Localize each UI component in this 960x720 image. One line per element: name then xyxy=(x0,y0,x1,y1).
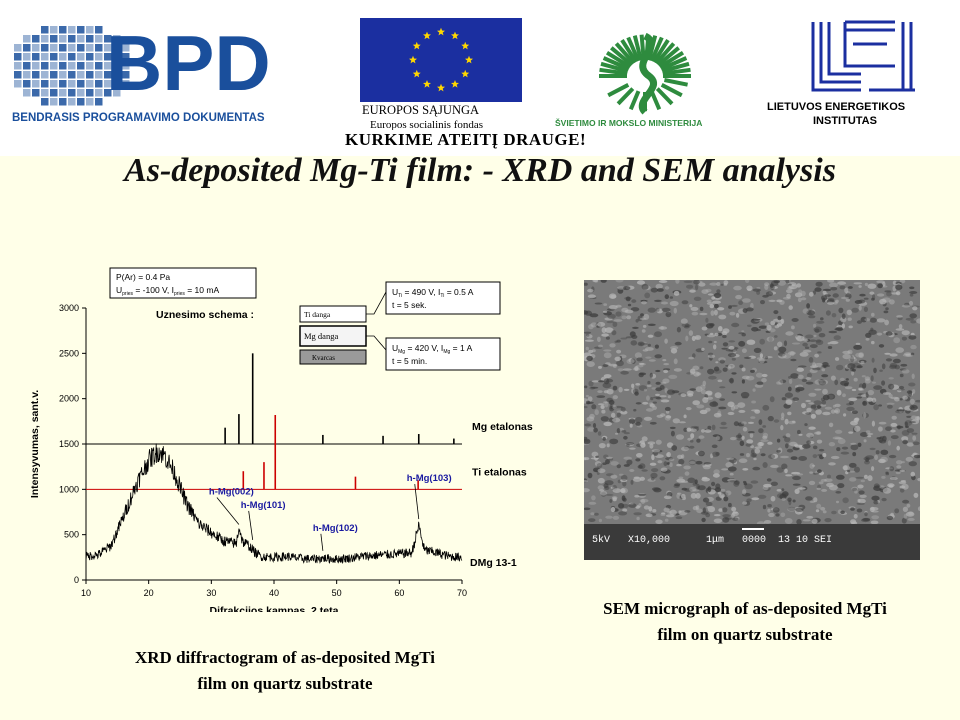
x-tick-label: 20 xyxy=(144,588,154,598)
eu-star-icon xyxy=(412,41,421,50)
page-title: As-deposited Mg-Ti film: - XRD and SEM a… xyxy=(124,152,836,189)
peak-annotation: h-Mg(103) xyxy=(407,473,452,484)
x-axis-label: Difrakcijos kampas, 2 teta xyxy=(210,605,339,612)
lei-name-line1: LIETUVOS ENERGETIKOS xyxy=(767,101,905,113)
mg-connector xyxy=(366,335,387,351)
ti-conditions-box xyxy=(385,281,501,315)
eu-flag-logo: EUROPOS SĄJUNGA Europos socialinis fonda… xyxy=(360,18,522,130)
parameters-line2: Upries = -100 V, Ipries = 10 mA xyxy=(116,285,219,297)
eu-star-icon xyxy=(423,31,431,40)
xrd-caption: XRD diffractogram of as-deposited MgTi f… xyxy=(70,645,500,697)
bpd-logo: BPD BENDRASIS PROGRAMAVIMO DOKUMENTAS xyxy=(10,19,271,124)
eu-star-icon xyxy=(461,41,470,50)
sem-caption-line1: SEM micrograph of as-deposited MgTi xyxy=(603,599,887,618)
parameters-line1: P(Ar) = 0.4 Pa xyxy=(116,272,170,282)
annotation-arrow xyxy=(320,533,324,551)
lei-name-line2: INSTITUTAS xyxy=(813,115,877,127)
sem-texture xyxy=(584,280,920,526)
y-tick-label: 0 xyxy=(74,575,79,585)
chart-ticks: 10 20 30 40 50 60 70 0 500 1000 1500 2000 2500 3000 Di… xyxy=(29,303,467,612)
eu-name: EUROPOS SĄJUNGA xyxy=(362,103,479,117)
y-tick-label: 2000 xyxy=(59,394,79,404)
lithuania-map-icon xyxy=(10,24,130,106)
x-tick-label: 10 xyxy=(81,588,91,598)
eu-star-icon xyxy=(423,80,431,88)
annotation-arrow xyxy=(248,510,254,540)
xrd-caption-line1: XRD diffractogram of as-deposited MgTi xyxy=(135,648,435,667)
sem-micrograph: 5kV X10,000 1μm 0000 13 10 SEI xyxy=(584,280,920,560)
peak-annotation: h-Mg(002) xyxy=(209,487,254,498)
x-tick-label: 50 xyxy=(332,588,342,598)
x-tick-label: 70 xyxy=(457,588,467,598)
lei-logo: LIETUVOS ENERGETIKOS INSTITUTAS xyxy=(767,20,915,127)
scale-bar xyxy=(742,528,764,530)
ministry-logo: ŠVIETIMO IR MOKSLO MINISTERIJA xyxy=(555,32,702,128)
mg-conditions-line1: UMg = 420 V, IMg = 1 A xyxy=(392,343,473,355)
sem-caption-line2: film on quartz substrate xyxy=(657,625,833,644)
bpd-logo-text: BPD xyxy=(106,19,271,107)
deposition-inset: P(Ar) = 0.4 Pa Upries = -100 V, Ipries =… xyxy=(109,267,501,371)
x-tick-label: 40 xyxy=(269,588,279,598)
eu-star-icon xyxy=(451,31,459,40)
x-tick-label: 60 xyxy=(394,588,404,598)
ti-conditions-line1: UTi = 490 V, ITi = 0.5 A xyxy=(392,287,474,299)
annotation-arrow xyxy=(216,497,240,525)
sem-info-text: 5kV X10,000 1μm 0000 13 10 SEI xyxy=(592,534,832,546)
eu-star-icon xyxy=(451,80,459,88)
peak-annotation: h-Mg(102) xyxy=(313,523,358,534)
eu-star-icon xyxy=(437,83,445,92)
annotation-arrow xyxy=(414,484,420,520)
layer-ti-label: Ti danga xyxy=(304,310,331,319)
peak-annotation: h-Mg(101) xyxy=(241,500,286,511)
schema-label: Uznesimo schema : xyxy=(156,309,254,321)
ministry-name: ŠVIETIMO IR MOKSLO MINISTERIJA xyxy=(555,117,702,128)
y-tick-label: 3000 xyxy=(59,303,79,313)
mg-conditions-line2: t = 5 min. xyxy=(392,356,427,366)
logo-banner: BPD BENDRASIS PROGRAMAVIMO DOKUMENTAS EU… xyxy=(0,0,960,156)
eu-star-icon xyxy=(409,55,417,64)
series-label: DMg 13-1 xyxy=(470,557,517,569)
eu-fund-name: Europos socialinis fondas xyxy=(370,119,483,130)
eu-star-icon xyxy=(465,55,473,64)
layer-quartz-label: Kvarcas xyxy=(312,354,335,362)
y-axis-label: Intensyvumas, sant.v. xyxy=(29,390,41,498)
s-shape-icon xyxy=(639,32,657,115)
mg-conditions-box xyxy=(385,337,501,371)
layer-quartz xyxy=(299,349,367,365)
lei-emblem-icon xyxy=(811,20,915,92)
ti-conditions-line2: t = 5 sek. xyxy=(392,300,427,310)
layer-mg-label: Mg danga xyxy=(304,331,338,341)
y-tick-label: 2500 xyxy=(59,348,79,358)
sem-caption: SEM micrograph of as-deposited MgTi film… xyxy=(540,596,950,648)
x-tick-label: 30 xyxy=(206,588,216,598)
y-tick-label: 1000 xyxy=(59,484,79,494)
y-tick-label: 500 xyxy=(64,530,79,540)
chart-series xyxy=(85,353,463,565)
bpd-subtitle: BENDRASIS PROGRAMAVIMO DOKUMENTAS xyxy=(12,112,265,124)
series-label: Ti etalonas xyxy=(472,466,527,478)
eu-star-icon xyxy=(461,69,470,78)
y-tick-label: 1500 xyxy=(59,439,79,449)
measured-trace xyxy=(85,443,463,565)
slogan: KURKIME ATEITĮ DRAUGE! xyxy=(345,130,587,149)
xrd-caption-line2: film on quartz substrate xyxy=(197,674,373,693)
xrd-chart: 10 20 30 40 50 60 70 0 500 1000 1500 2000 2500 3000 Di… xyxy=(29,267,533,612)
chart-labels: Mg etalonas Ti etalonas DMg 13-1 h-Mg(002) h… xyxy=(209,421,533,569)
eu-star-icon xyxy=(437,27,445,36)
eu-star-icon xyxy=(412,69,421,78)
ti-connector xyxy=(366,291,387,315)
parameters-box xyxy=(109,267,257,299)
series-label: Mg etalonas xyxy=(472,421,533,433)
